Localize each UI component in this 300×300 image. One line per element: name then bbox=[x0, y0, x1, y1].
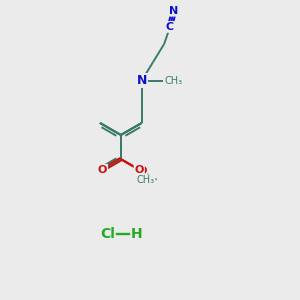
Text: CH₃: CH₃ bbox=[137, 175, 155, 185]
Text: O: O bbox=[134, 165, 144, 175]
Text: N: N bbox=[136, 74, 147, 87]
Text: Cl: Cl bbox=[100, 227, 115, 241]
Text: O: O bbox=[98, 165, 107, 175]
Text: H: H bbox=[131, 227, 142, 241]
Text: C: C bbox=[166, 22, 174, 32]
Text: O: O bbox=[137, 166, 146, 176]
Text: N: N bbox=[169, 6, 178, 16]
Text: CH₃: CH₃ bbox=[164, 76, 183, 85]
